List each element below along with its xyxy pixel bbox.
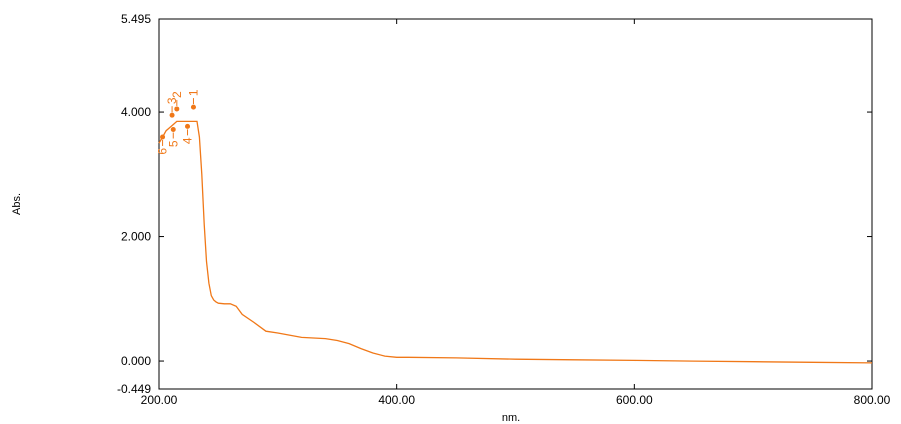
x-tick-label: 600.00 (616, 393, 653, 407)
x-tick-label: 400.00 (378, 393, 415, 407)
y-tick-label: -0.449 (117, 382, 151, 396)
y-tick-label: 5.495 (121, 12, 151, 26)
series-layer (158, 120, 873, 364)
peak-markers: 123 456 (156, 89, 201, 155)
peak-label: 4 (181, 137, 195, 144)
peak-label: 3 (165, 97, 179, 104)
peak-point (169, 112, 175, 118)
plot-frame (158, 18, 873, 390)
y-tick-label: 0.000 (121, 354, 151, 368)
y-tick-label: 4.000 (121, 105, 151, 119)
peak-point (174, 106, 180, 112)
peak-point (185, 123, 191, 129)
y-axis-title: Abs. (11, 193, 23, 215)
peak-point (160, 134, 166, 140)
peak-label: 5 (166, 140, 180, 147)
axis-ticks: 200.00 400.00 600.00 800.00 -0.449 0.000 2.000… (117, 12, 891, 407)
x-tick-label: 200.00 (141, 393, 178, 407)
peak-point (170, 126, 176, 132)
x-axis-title: nm. (502, 412, 520, 424)
peak-label: 6 (156, 148, 170, 155)
y-tick-label: 2.000 (121, 230, 151, 244)
absorbance-line (158, 120, 873, 364)
x-tick-label: 800.00 (854, 393, 891, 407)
peak-label: 1 (186, 89, 200, 96)
peak-label: 2 (170, 91, 184, 98)
peak-point (190, 104, 196, 110)
